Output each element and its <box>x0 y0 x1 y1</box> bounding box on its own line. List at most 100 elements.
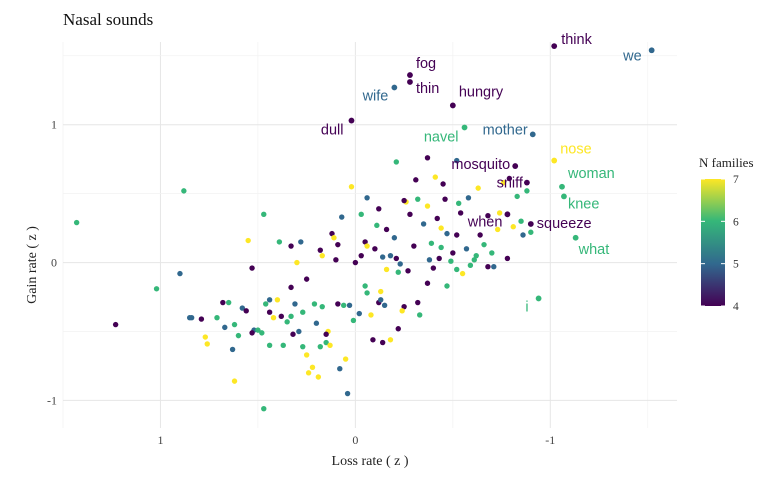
point-label-mother: mother <box>483 122 528 138</box>
data-point <box>442 196 448 202</box>
data-point <box>235 332 242 339</box>
data-point <box>319 303 325 310</box>
data-point <box>358 211 364 218</box>
data-point <box>379 254 386 260</box>
labeled-point <box>551 157 558 164</box>
point-label-mosquito: mosquito <box>451 157 510 173</box>
data-point <box>181 188 187 194</box>
data-point <box>450 250 456 256</box>
data-point <box>276 239 283 245</box>
data-point <box>504 255 511 262</box>
data-point <box>220 299 226 306</box>
labeled-point <box>535 295 542 302</box>
data-point <box>266 342 273 348</box>
point-label-we: we <box>622 48 642 64</box>
data-point <box>518 218 524 224</box>
labeled-points: think we fog wife thin hungry dull navel mother n… <box>321 32 655 315</box>
data-point <box>467 262 474 269</box>
point-label-nose: nose <box>560 142 591 158</box>
data-point <box>259 330 265 336</box>
labeled-point <box>527 221 534 227</box>
data-point <box>177 270 183 277</box>
data-point <box>417 312 423 318</box>
point-label-dull: dull <box>321 123 344 139</box>
data-point <box>415 299 421 306</box>
data-point <box>481 241 487 248</box>
data-point <box>284 319 290 325</box>
data-point <box>73 219 80 226</box>
grid <box>62 42 677 428</box>
data-point <box>222 324 228 331</box>
data-point <box>407 211 413 218</box>
data-point <box>438 244 444 251</box>
data-point <box>249 330 255 336</box>
data-point <box>506 175 513 182</box>
data-point <box>374 222 380 229</box>
data-point <box>528 229 534 235</box>
point-label-wife: wife <box>362 88 389 104</box>
data-point <box>358 252 364 259</box>
data-point <box>428 240 435 246</box>
data-point <box>395 269 401 275</box>
data-point <box>225 299 232 306</box>
data-point <box>288 284 294 291</box>
legend-tick-label: 7 <box>733 174 739 186</box>
data-point <box>415 196 421 202</box>
data-point <box>514 193 520 200</box>
point-label-i: i <box>525 299 528 315</box>
labeled-point <box>572 234 579 241</box>
data-point <box>372 246 378 252</box>
data-point <box>383 226 390 233</box>
data-point <box>444 230 450 237</box>
legend-colorbar <box>701 179 725 306</box>
data-point <box>231 321 238 328</box>
data-point <box>270 315 277 321</box>
x-tick-label: 0 <box>352 433 358 447</box>
data-point <box>300 343 306 350</box>
labeled-point <box>648 47 655 54</box>
data-point <box>204 341 210 347</box>
data-point <box>319 252 325 259</box>
data-point <box>315 374 322 380</box>
data-point <box>311 301 318 307</box>
data-point <box>448 258 454 264</box>
data-point <box>378 288 384 295</box>
data-point <box>317 343 323 350</box>
data-point <box>333 257 339 263</box>
data-point <box>440 181 446 187</box>
data-point <box>405 268 411 274</box>
data-point <box>485 264 491 270</box>
data-point <box>364 290 370 296</box>
point-label-sniff: sniff <box>497 176 524 192</box>
data-point <box>153 286 160 292</box>
data-point <box>309 364 316 371</box>
y-axis-ticks: -1 0 1 <box>47 118 57 408</box>
data-point <box>455 200 462 206</box>
data-point <box>261 211 267 218</box>
data-point <box>263 301 269 307</box>
labeled-point <box>449 102 456 109</box>
labeled-point <box>504 211 511 218</box>
data-point <box>399 308 405 314</box>
data-point <box>391 235 398 241</box>
labeled-point <box>524 179 530 186</box>
data-point <box>413 177 419 183</box>
data-point <box>290 331 296 337</box>
data-point <box>463 246 470 252</box>
data-point <box>317 247 323 253</box>
labeled-point <box>348 117 355 124</box>
data-point <box>288 313 294 320</box>
data-point <box>457 210 464 216</box>
data-point <box>465 195 472 201</box>
data-point <box>202 334 208 340</box>
data-point <box>266 309 273 315</box>
data-point <box>510 224 516 230</box>
point-label-when: when <box>467 214 503 230</box>
data-point <box>436 255 442 262</box>
labeled-point <box>391 84 398 91</box>
data-point <box>335 301 341 307</box>
data-point <box>500 179 507 186</box>
data-point <box>411 243 417 249</box>
data-point <box>303 352 310 358</box>
